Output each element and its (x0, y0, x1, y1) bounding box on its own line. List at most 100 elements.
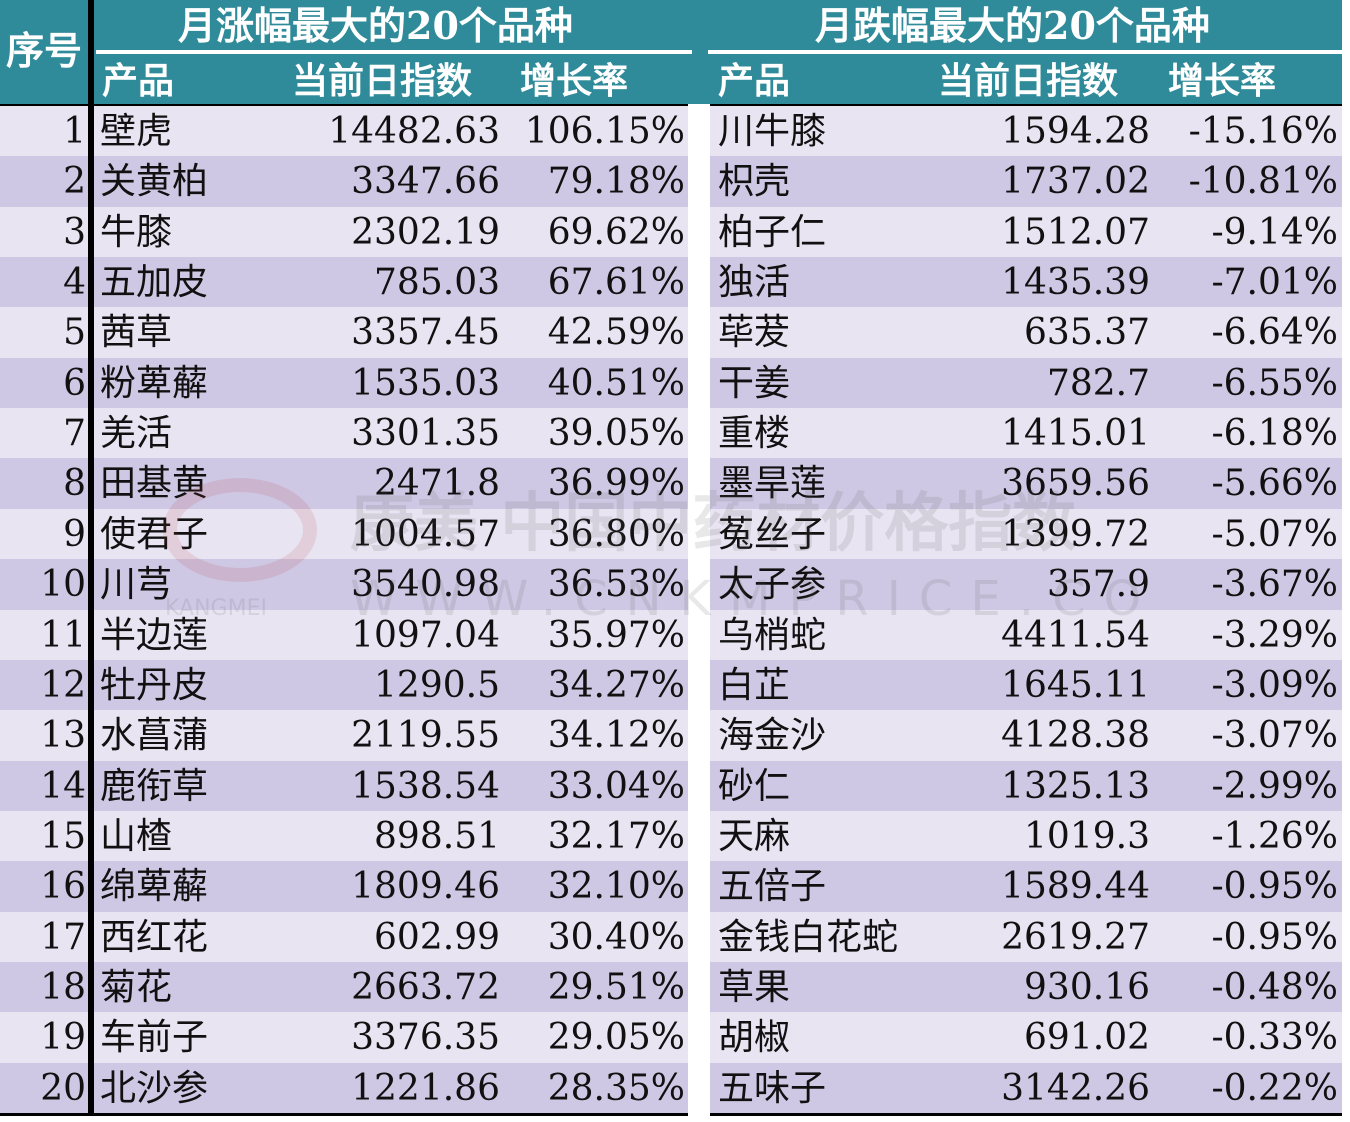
row-index: 12 (40, 664, 86, 706)
right-title-underline (708, 50, 1342, 54)
right-growth-rate: -6.55% (1211, 362, 1338, 404)
right-product-name: 枳壳 (718, 161, 791, 203)
right-growth-rate: -3.29% (1211, 614, 1338, 656)
left-index-value: 14482.63 (328, 111, 500, 152)
left-index-value: 1538.54 (351, 765, 500, 807)
left-index-value: 1290.5 (374, 664, 500, 706)
right-growth-rate: -0.95% (1211, 866, 1338, 908)
right-index-value: 930.16 (1024, 966, 1150, 1008)
left-index-value: 1535.03 (351, 362, 500, 404)
right-growth-rate: -1.26% (1211, 815, 1338, 857)
right-index-value: 635.37 (1024, 312, 1150, 354)
right-product-name: 柏子仁 (718, 211, 827, 253)
left-index-value: 1809.46 (351, 866, 500, 908)
left-growth-rate: 36.80% (547, 513, 685, 555)
left-index-value: 1004.57 (351, 513, 500, 555)
right-growth-rate: -0.22% (1211, 1067, 1338, 1109)
left-product-name: 五加皮 (100, 262, 209, 304)
left-index-value: 3347.66 (351, 161, 500, 203)
left-growth-rate: 30.40% (547, 916, 685, 958)
left-product-name: 羌活 (100, 413, 173, 455)
right-index-value: 1645.11 (1001, 664, 1150, 706)
right-growth-rate: -2.99% (1211, 765, 1338, 807)
left-index-value: 898.51 (374, 815, 500, 857)
left-growth-rate: 69.62% (547, 211, 685, 253)
left-growth-rate: 32.10% (547, 866, 685, 908)
table-row: 7 羌活 3301.35 39.05% 重楼 1415.01 -6.18% (0, 408, 1342, 460)
left-growth-rate: 67.61% (547, 262, 685, 304)
left-index-value: 1221.86 (351, 1067, 500, 1109)
right-growth-rate: -7.01% (1211, 262, 1338, 304)
left-growth-rate: 33.04% (547, 765, 685, 807)
right-growth-rate: -6.64% (1211, 312, 1338, 354)
left-index-header: 当前日指数 (292, 60, 473, 102)
table-row: 20 北沙参 1221.86 28.35% 五味子 3142.26 -0.22% (0, 1062, 1342, 1114)
row-index: 15 (40, 815, 86, 857)
left-growth-rate: 42.59% (547, 312, 685, 354)
table-row: 9 使君子 1004.57 36.80% 菟丝子 1399.72 -5.07% (0, 508, 1342, 560)
right-index-value: 1019.3 (1024, 815, 1150, 857)
right-index-value: 4128.38 (1001, 715, 1150, 757)
table-row: 15 山楂 898.51 32.17% 天麻 1019.3 -1.26% (0, 810, 1342, 862)
table-row: 6 粉萆薢 1535.03 40.51% 干姜 782.7 -6.55% (0, 357, 1342, 409)
right-product-name: 金钱白花蛇 (718, 916, 899, 958)
row-index: 2 (63, 161, 86, 203)
left-growth-rate: 34.12% (547, 715, 685, 757)
left-index-value: 2663.72 (351, 966, 500, 1008)
right-index-value: 3142.26 (1001, 1067, 1150, 1109)
left-product-name: 粉萆薢 (100, 362, 209, 404)
right-product-name: 五味子 (718, 1067, 827, 1109)
table-row: 12 牡丹皮 1290.5 34.27% 白芷 1645.11 -3.09% (0, 659, 1342, 711)
left-product-name: 川芎 (100, 564, 173, 606)
left-product-name: 鹿衔草 (100, 765, 209, 807)
right-product-name: 独活 (718, 262, 791, 304)
table-row: 14 鹿衔草 1538.54 33.04% 砂仁 1325.13 -2.99% (0, 760, 1342, 812)
row-index: 14 (40, 765, 86, 807)
left-group-title: 月涨幅最大的20个品种 (178, 3, 573, 48)
left-product-name: 牛膝 (100, 211, 173, 253)
left-growth-rate: 79.18% (547, 161, 685, 203)
row-index: 1 (63, 111, 86, 152)
table-row: 11 半边莲 1097.04 35.97% 乌梢蛇 4411.54 -3.29% (0, 609, 1342, 661)
row-index: 7 (63, 413, 86, 455)
right-index-value: 1435.39 (1001, 262, 1150, 304)
right-product-name: 墨旱莲 (718, 463, 827, 505)
right-index-value: 4411.54 (1001, 614, 1150, 656)
index-column-header: 序号 (6, 28, 83, 73)
left-growth-rate: 40.51% (547, 362, 685, 404)
index-column-separator (88, 0, 94, 1116)
table-row: 1 壁虎 14482.63 106.15% 川牛膝 1594.28 -15.16% (0, 106, 1342, 157)
row-index: 16 (40, 866, 86, 908)
table-row: 2 关黄柏 3347.66 79.18% 枳壳 1737.02 -10.81% (0, 156, 1342, 208)
table-row: 17 西红花 602.99 30.40% 金钱白花蛇 2619.27 -0.95% (0, 911, 1342, 963)
left-product-name: 绵萆薢 (100, 866, 209, 908)
row-index: 13 (40, 715, 86, 757)
row-index: 20 (40, 1067, 86, 1109)
right-product-name: 乌梢蛇 (718, 614, 827, 656)
left-growth-rate: 36.99% (547, 463, 685, 505)
right-product-name: 菟丝子 (718, 513, 827, 555)
left-product-name: 山楂 (100, 815, 173, 857)
right-product-name: 胡椒 (718, 1017, 791, 1059)
table-row: 16 绵萆薢 1809.46 32.10% 五倍子 1589.44 -0.95% (0, 861, 1342, 913)
row-index: 5 (63, 312, 86, 354)
left-index-value: 3301.35 (351, 413, 500, 455)
left-product-name: 田基黄 (100, 463, 209, 505)
left-product-name: 西红花 (100, 916, 209, 958)
left-growth-rate: 39.05% (547, 413, 685, 455)
right-product-name: 砂仁 (718, 765, 791, 807)
table-row: 8 田基黄 2471.8 36.99% 墨旱莲 3659.56 -5.66% (0, 458, 1342, 510)
right-rate-header: 增长率 (1168, 60, 1277, 102)
right-product-name: 川牛膝 (718, 111, 827, 152)
row-index: 9 (63, 513, 86, 555)
table-row: 18 菊花 2663.72 29.51% 草果 930.16 -0.48% (0, 961, 1342, 1013)
row-index: 17 (40, 916, 86, 958)
left-product-name: 半边莲 (100, 614, 209, 656)
left-growth-rate: 29.51% (547, 966, 685, 1008)
left-index-value: 2302.19 (351, 211, 500, 253)
right-index-value: 1415.01 (1001, 413, 1150, 455)
right-group-title: 月跌幅最大的20个品种 (815, 3, 1210, 48)
left-product-name: 壁虎 (100, 111, 173, 152)
left-index-value: 785.03 (374, 262, 500, 304)
left-growth-rate: 36.53% (547, 564, 685, 606)
